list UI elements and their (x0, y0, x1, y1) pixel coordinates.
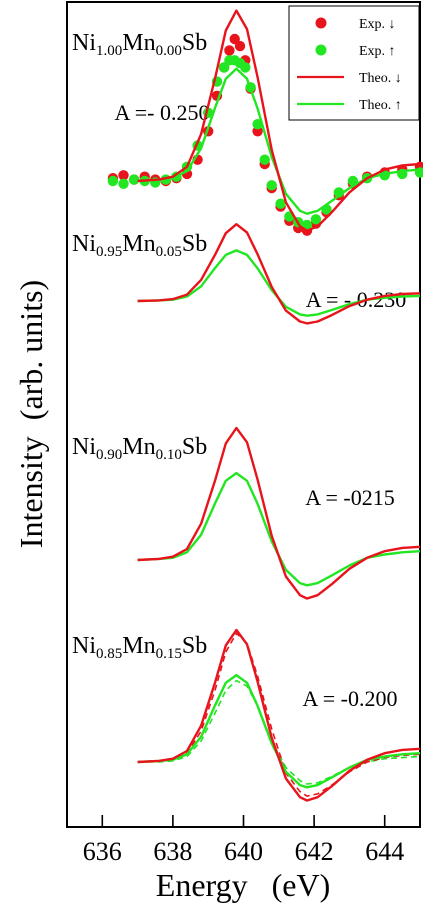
theo-down-line (137, 628, 421, 802)
asymmetry-1: A =- 0.250 (115, 100, 210, 125)
x-tick-label: 636 (83, 837, 122, 866)
exp-up-point (118, 178, 129, 189)
panel-label-3: Ni0.90Mn0.10Sb (72, 434, 207, 463)
theo-down-line (137, 223, 421, 325)
panel-label-4: Ni0.85Mn0.15Sb (72, 633, 207, 662)
panels: Ni1.00Mn0.00Sb A =- 0.250 Ni0.95Mn0.05Sb A … (72, 9, 423, 802)
x-axis-label: Energy (eV) (156, 867, 330, 903)
x-axis: 636 638 640 642 644 (83, 815, 404, 866)
x-tick-label: 644 (365, 837, 404, 866)
exp-up-point (218, 62, 230, 73)
asymmetry-3: A = -0215 (305, 485, 394, 510)
y-axis-label: Intensity (arb. units) (13, 280, 49, 548)
legend-label: Exp. ↑ (359, 44, 396, 59)
exp-up-point (107, 175, 119, 187)
panel-1: Ni1.00Mn0.00Sb A =- 0.250 (72, 9, 423, 236)
asymmetry-4: A = -0.200 (303, 686, 398, 711)
exp-up-point (266, 180, 277, 191)
legend-label: Exp. ↓ (359, 17, 396, 32)
exp-up-point (275, 198, 286, 209)
exp-down-point (234, 40, 246, 52)
panel-label-2: Ni0.95Mn0.05Sb (72, 231, 207, 260)
exp-up-point (301, 219, 313, 231)
legend: Exp. ↓ Exp. ↑ Theo. ↓ Theo. ↑ (288, 5, 420, 121)
x-tick-label: 638 (153, 837, 192, 866)
exp-down-point (224, 45, 235, 56)
exp-up-point (259, 154, 270, 165)
exp-up-point (128, 174, 140, 185)
exp-down-point (118, 170, 129, 181)
panel-3: Ni0.90Mn0.10Sb A = -0215 (72, 426, 421, 600)
exp-up-point (310, 214, 322, 225)
legend-marker (315, 17, 327, 29)
x-tick-label: 640 (224, 837, 263, 866)
legend-box (288, 5, 420, 121)
theo-down-line (137, 426, 421, 600)
exp-down-point (229, 33, 240, 45)
legend-label: Theo. ↓ (359, 71, 402, 86)
legend-marker (315, 44, 327, 56)
legend-label: Theo. ↑ (359, 98, 402, 113)
theo-down-line (137, 9, 421, 232)
asymmetry-2: A = - 0.230 (306, 287, 406, 312)
panel-4: Ni0.85Mn0.15Sb A = -0.200 (72, 628, 421, 802)
theo-down-dashed-line (137, 632, 421, 797)
x-tick-label: 642 (295, 837, 334, 866)
exp-up-point (240, 62, 251, 73)
panel-2: Ni0.95Mn0.05Sb A = - 0.230 (72, 223, 421, 325)
panel-label-1: Ni1.00Mn0.00Sb (72, 30, 207, 59)
